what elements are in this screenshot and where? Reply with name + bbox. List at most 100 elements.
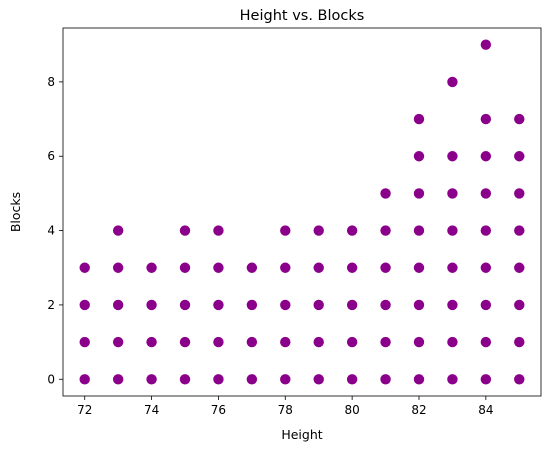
- data-point: [413, 336, 425, 348]
- x-tick-label: 72: [77, 403, 92, 417]
- data-point: [146, 374, 157, 385]
- data-point: [380, 299, 391, 311]
- x-tick-label: 78: [278, 403, 293, 417]
- data-point: [313, 225, 324, 236]
- data-point: [514, 188, 525, 199]
- data-point: [380, 336, 391, 348]
- data-point: [514, 225, 525, 236]
- data-point: [514, 113, 525, 125]
- y-tick-label: 6: [47, 149, 55, 163]
- data-point: [346, 336, 358, 348]
- data-point: [213, 336, 224, 348]
- data-point: [213, 262, 224, 273]
- data-point: [447, 76, 458, 88]
- y-axis-label: Blocks: [8, 192, 23, 232]
- data-point: [79, 374, 90, 385]
- x-tick-label: 76: [211, 403, 226, 417]
- data-point: [112, 374, 124, 385]
- data-point: [480, 39, 492, 50]
- data-point: [112, 299, 124, 311]
- y-tick-label: 8: [47, 75, 55, 89]
- data-point: [480, 374, 492, 385]
- data-point: [179, 225, 191, 236]
- data-point: [480, 299, 492, 311]
- data-point: [380, 262, 391, 273]
- data-point: [246, 374, 258, 385]
- data-point: [213, 225, 224, 236]
- y-tick-label: 0: [47, 372, 55, 386]
- data-point: [514, 374, 525, 385]
- data-point: [447, 188, 458, 199]
- data-point: [447, 151, 458, 162]
- data-point: [246, 262, 258, 273]
- data-point: [447, 336, 458, 348]
- x-tick-label: 82: [411, 403, 426, 417]
- x-axis-label: Height: [281, 427, 322, 442]
- data-point: [480, 151, 492, 162]
- data-point: [480, 225, 492, 236]
- data-point: [514, 262, 525, 273]
- data-point: [313, 262, 324, 273]
- data-point: [380, 225, 391, 236]
- data-point: [313, 336, 324, 348]
- data-point: [246, 299, 258, 311]
- data-point: [280, 336, 291, 348]
- data-point: [79, 336, 90, 348]
- data-point: [413, 113, 425, 125]
- data-point: [213, 374, 224, 385]
- data-point: [447, 374, 458, 385]
- data-point: [514, 299, 525, 311]
- data-point: [380, 188, 391, 199]
- data-point: [413, 262, 425, 273]
- data-point: [179, 299, 191, 311]
- data-point: [413, 225, 425, 236]
- data-point: [380, 374, 391, 385]
- data-point: [79, 262, 90, 273]
- y-tick-label: 2: [47, 298, 55, 312]
- data-point: [480, 113, 492, 125]
- data-point: [112, 262, 124, 273]
- data-point: [346, 299, 358, 311]
- data-point: [313, 299, 324, 311]
- data-point: [480, 336, 492, 348]
- data-point: [280, 262, 291, 273]
- data-point: [514, 151, 525, 162]
- data-point: [146, 262, 157, 273]
- data-point: [480, 188, 492, 199]
- data-point: [79, 299, 90, 311]
- data-point: [246, 336, 258, 348]
- data-point: [346, 225, 358, 236]
- data-point: [179, 262, 191, 273]
- axis-ticks: 72 74 76 78 80 82 84 0 2 4 6 8: [47, 75, 493, 417]
- x-tick-label: 84: [478, 403, 493, 417]
- data-point: [447, 225, 458, 236]
- data-point: [146, 299, 157, 311]
- data-point: [413, 188, 425, 199]
- data-point: [480, 262, 492, 273]
- data-point: [346, 374, 358, 385]
- data-point: [313, 374, 324, 385]
- data-point: [112, 225, 124, 236]
- data-point: [346, 262, 358, 273]
- data-points: [79, 39, 525, 385]
- data-point: [179, 336, 191, 348]
- data-point: [447, 262, 458, 273]
- data-point: [447, 299, 458, 311]
- x-tick-label: 80: [344, 403, 359, 417]
- data-point: [514, 336, 525, 348]
- data-point: [112, 336, 124, 348]
- y-tick-label: 4: [47, 224, 55, 238]
- data-point: [413, 299, 425, 311]
- chart-title: Height vs. Blocks: [240, 8, 365, 24]
- data-point: [213, 299, 224, 311]
- data-point: [280, 299, 291, 311]
- data-point: [413, 151, 425, 162]
- data-point: [413, 374, 425, 385]
- x-tick-label: 74: [144, 403, 159, 417]
- plot-frame: [62, 27, 542, 397]
- data-point: [280, 374, 291, 385]
- data-point: [179, 374, 191, 385]
- data-point: [280, 225, 291, 236]
- data-point: [146, 336, 157, 348]
